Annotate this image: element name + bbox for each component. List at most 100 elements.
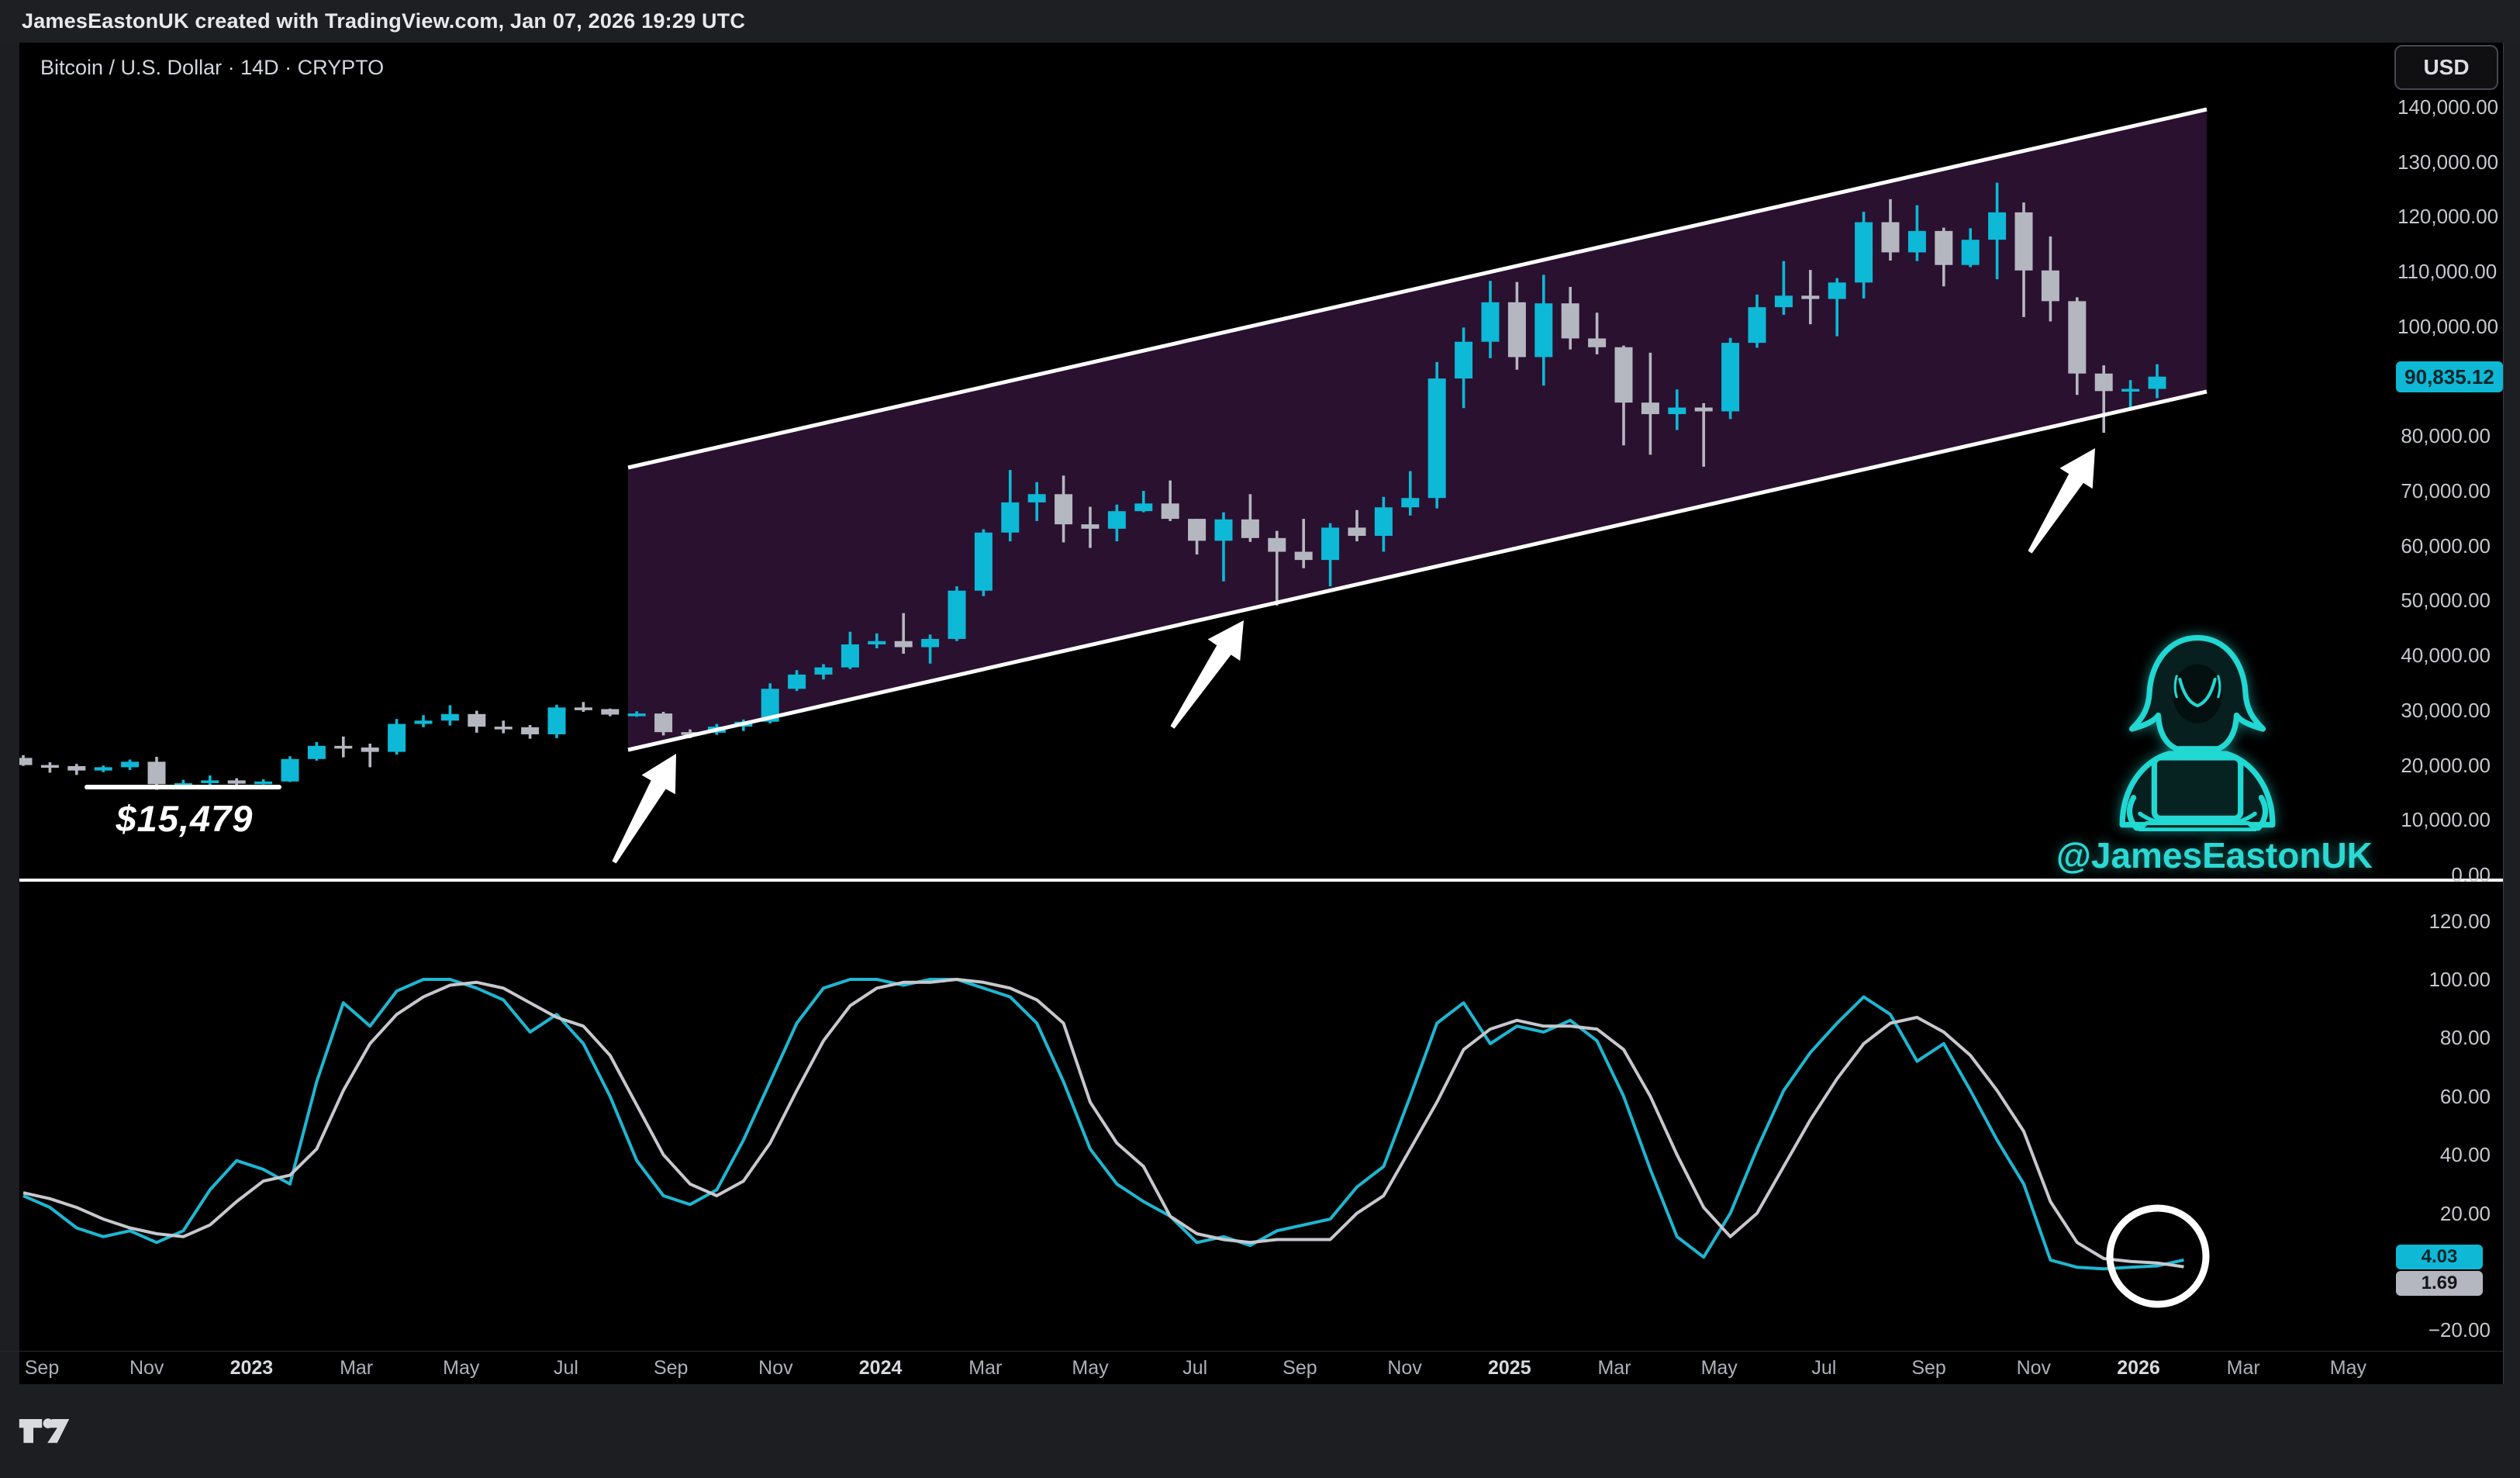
up-right-arrow [612, 754, 676, 864]
candle-body [1828, 282, 1846, 299]
candle-body [388, 723, 406, 752]
candle-body [174, 782, 192, 786]
time-label-2024: 2024 [858, 1357, 903, 1379]
candle-body [1481, 302, 1500, 342]
time-label-Mar: Mar [1597, 1357, 1631, 1379]
candle-body [814, 667, 833, 675]
candle-body [1268, 537, 1286, 552]
candle-body [627, 713, 646, 717]
candle-body [67, 765, 86, 771]
time-label-Nov: Nov [758, 1357, 793, 1379]
channel-upper-line [627, 107, 2208, 470]
candle-body [521, 727, 540, 734]
candle-body [1641, 402, 1659, 415]
candle-body [1188, 519, 1206, 541]
symbol-title: Bitcoin / U.S. Dollar · 14D · CRYPTO [40, 56, 385, 79]
price-tick-40000: 40,000.00 [2401, 644, 2491, 668]
candle-body [1668, 407, 1686, 415]
candle-body [334, 745, 353, 749]
candle-body [14, 758, 33, 765]
candle-body [1294, 551, 1313, 561]
indicator-tick-120: 120.00 [2429, 909, 2491, 933]
tradingview-logo-icon[interactable] [17, 1413, 71, 1447]
price-tick-70000: 70,000.00 [2401, 479, 2491, 503]
oscillator-line-D [22, 978, 2184, 1269]
candle-body [1507, 302, 1526, 357]
indicator-tick--20: −20.00 [2428, 1318, 2491, 1342]
price-tick-30000: 30,000.00 [2401, 698, 2491, 722]
candle-body [547, 707, 566, 734]
oscillator-d-badge: 1.69 [2396, 1271, 2483, 1296]
candle-body [40, 765, 59, 768]
price-tick-10000: 10,000.00 [2401, 808, 2491, 832]
candle-body [868, 641, 886, 645]
candle-body [1694, 407, 1713, 412]
time-label-Sep: Sep [653, 1357, 689, 1379]
candle-body [1401, 498, 1420, 508]
candle-body [1881, 222, 1900, 253]
candle-body [1321, 527, 1340, 561]
candle-body [147, 761, 166, 785]
candle-body [974, 532, 992, 591]
time-label-Mar: Mar [968, 1357, 1003, 1379]
up-right-arrow [2028, 448, 2095, 554]
time-label-Nov: Nov [129, 1357, 164, 1379]
candle-body [494, 727, 513, 730]
attribution-bar: JamesEastonUK created with TradingView.c… [0, 0, 2520, 43]
low-price-annotation: $15,479 [116, 798, 254, 839]
trend-channel-fill [628, 109, 2207, 750]
time-label-2023: 2023 [230, 1357, 274, 1379]
candle-body [2094, 373, 2113, 392]
candle-body [2148, 376, 2166, 389]
time-label-Jul: Jul [1811, 1357, 1837, 1379]
indicator-tick-60: 60.00 [2439, 1084, 2491, 1108]
footer-bar: TradingView [0, 1384, 2520, 1478]
price-tick-20000: 20,000.00 [2401, 753, 2491, 777]
price-tick-80000: 80,000.00 [2401, 424, 2491, 448]
candle-body [468, 713, 486, 727]
candle-body [1588, 338, 1607, 347]
candle-body [1027, 494, 1046, 502]
time-axis-border [0, 1351, 2503, 1352]
right-margin [2503, 43, 2520, 1384]
candle-body [440, 713, 459, 721]
time-label-May: May [1700, 1357, 1738, 1379]
candle-body [2041, 270, 2059, 302]
channel-lower-line [627, 389, 2208, 752]
currency-toggle-button[interactable]: USD [2394, 45, 2498, 90]
indicator-tick-40: 40.00 [2439, 1143, 2491, 1167]
price-tick-140000: 140,000.00 [2397, 95, 2499, 119]
candle-body [227, 780, 246, 784]
candle-body [1748, 307, 1766, 344]
candle-body [1561, 303, 1579, 339]
candle-body [788, 674, 806, 689]
candle-body [2121, 388, 2140, 392]
candle-body [761, 689, 779, 722]
time-label-Jul: Jul [1182, 1357, 1208, 1379]
candle-body [1374, 507, 1393, 537]
candle-body [414, 720, 433, 724]
candle-body [1134, 503, 1153, 512]
time-label-Sep: Sep [1911, 1357, 1946, 1379]
candle-body [574, 707, 592, 710]
candle-body [1855, 222, 1873, 283]
time-label-May: May [443, 1357, 480, 1379]
left-margin [0, 43, 19, 1384]
time-label-Mar: Mar [340, 1357, 374, 1379]
candle-body [1107, 511, 1126, 529]
price-tick-130000: 130,000.00 [2397, 150, 2499, 174]
candle-body [94, 767, 112, 771]
time-label-Sep: Sep [1282, 1357, 1317, 1379]
candle-body [921, 638, 940, 647]
candle-body [1614, 347, 1633, 403]
candle-body [1988, 212, 2007, 240]
candle-body [1534, 303, 1553, 357]
candle-body [1055, 494, 1073, 525]
candle-body [681, 732, 699, 735]
time-label-2026: 2026 [2117, 1357, 2160, 1379]
up-right-arrow [1170, 620, 1244, 729]
time-label-Mar: Mar [2226, 1357, 2260, 1379]
candle-body [1801, 295, 1820, 299]
